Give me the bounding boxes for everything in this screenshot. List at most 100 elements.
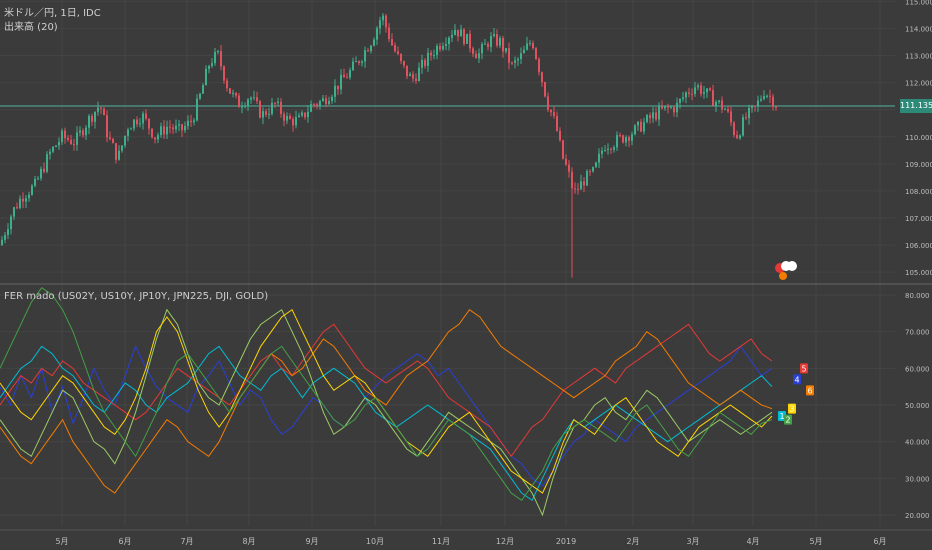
candle-body (430, 52, 432, 56)
candle-body (583, 181, 585, 186)
candle-body (424, 60, 426, 66)
candle-body (334, 85, 336, 97)
candle-body (598, 153, 600, 163)
candle-body (646, 115, 648, 123)
candle-body (427, 52, 429, 66)
candle-body (28, 194, 30, 199)
candle-body (388, 27, 390, 40)
candle-body (664, 106, 666, 109)
x-tick-label: 6月 (873, 537, 886, 546)
candle-body (733, 122, 735, 135)
candle-body (445, 44, 447, 46)
candle-body (478, 53, 480, 59)
x-tick-label: 3月 (686, 537, 699, 546)
candle-body (229, 88, 231, 94)
candle-body (631, 134, 633, 141)
candle-body (169, 126, 171, 128)
candle-body (676, 102, 678, 113)
candle-body (421, 60, 423, 68)
candle-body (475, 53, 477, 59)
candle-body (370, 45, 372, 52)
candle-body (703, 92, 705, 94)
candle-body (304, 112, 306, 118)
candle-body (391, 39, 393, 46)
candle-body (166, 126, 168, 135)
candle-body (415, 78, 417, 82)
candle-body (358, 61, 360, 64)
end-marker-box (788, 403, 796, 414)
y-tick-label: 20.000 (905, 512, 930, 520)
candle-body (214, 52, 216, 64)
candle-body (727, 109, 729, 112)
candle-body (19, 198, 21, 209)
candle-body (517, 59, 519, 61)
candle-body (643, 122, 645, 132)
candle-body (61, 130, 63, 143)
x-tick-label: 6月 (118, 537, 131, 546)
candle-body (640, 121, 642, 132)
candle-body (502, 37, 504, 52)
indicator-y-axis: 80.000 70.000 60.000 50.000 40.000 30.000 20.0… (905, 292, 930, 520)
y-tick-label: 110.000 (905, 134, 932, 142)
candles-group (1, 13, 777, 278)
candle-body (610, 148, 612, 150)
end-marker-box (806, 385, 814, 396)
time-axis[interactable]: 5月 6月 7月 8月 9月 10月 11月 12月 2019 2月 3月 4月 5月 6月 (0, 529, 932, 546)
candle-body (328, 100, 330, 105)
y-tick-label: 105.000 (905, 269, 932, 277)
event-badge[interactable] (775, 261, 797, 280)
candle-body (592, 167, 594, 172)
candle-body (589, 171, 591, 173)
candle-body (406, 65, 408, 77)
candle-body (607, 148, 609, 151)
candle-body (652, 112, 654, 119)
candle-body (58, 142, 60, 146)
candle-body (538, 59, 540, 73)
candle-body (760, 98, 762, 101)
candle-body (268, 113, 270, 115)
candle-body (184, 126, 186, 131)
x-tick-label: 11月 (432, 537, 450, 546)
candle-body (85, 127, 87, 136)
candle-body (529, 42, 531, 44)
candle-body (649, 115, 651, 119)
candle-body (772, 96, 774, 107)
indicator-series-line (0, 344, 773, 487)
candle-body (532, 42, 534, 49)
indicator-title: FER mado (US02Y, US10Y, JP10Y, JPN225, D… (4, 291, 269, 302)
candle-body (256, 97, 258, 102)
y-tick-label: 107.000 (905, 215, 932, 223)
x-tick-label: 2月 (626, 537, 639, 546)
candle-body (271, 102, 273, 114)
candle-body (97, 107, 99, 112)
candle-body (490, 36, 492, 47)
candle-body (226, 80, 228, 89)
candle-body (667, 106, 669, 108)
candle-body (49, 151, 51, 155)
x-tick-label: 2019 (556, 537, 576, 546)
candle-body (139, 123, 141, 125)
y-tick-label: 114.000 (905, 25, 932, 33)
candle-body (70, 139, 72, 145)
candle-body (142, 113, 144, 124)
candle-body (463, 29, 465, 44)
end-marker-label: 5 (801, 364, 806, 373)
candle-body (439, 45, 441, 50)
candle-body (568, 164, 570, 172)
x-tick-label: 12月 (496, 537, 514, 546)
candle-body (769, 95, 771, 97)
candle-body (172, 127, 174, 130)
badge-dot (779, 272, 787, 280)
candle-body (217, 51, 219, 53)
candle-body (211, 63, 213, 66)
candle-body (322, 98, 324, 102)
candle-body (118, 150, 120, 160)
candle-body (40, 168, 42, 179)
candle-body (154, 137, 156, 140)
candle-body (190, 120, 192, 123)
candle-body (457, 29, 459, 37)
candle-body (670, 107, 672, 109)
y-tick-label: 108.000 (905, 188, 932, 196)
candle-body (514, 60, 516, 63)
